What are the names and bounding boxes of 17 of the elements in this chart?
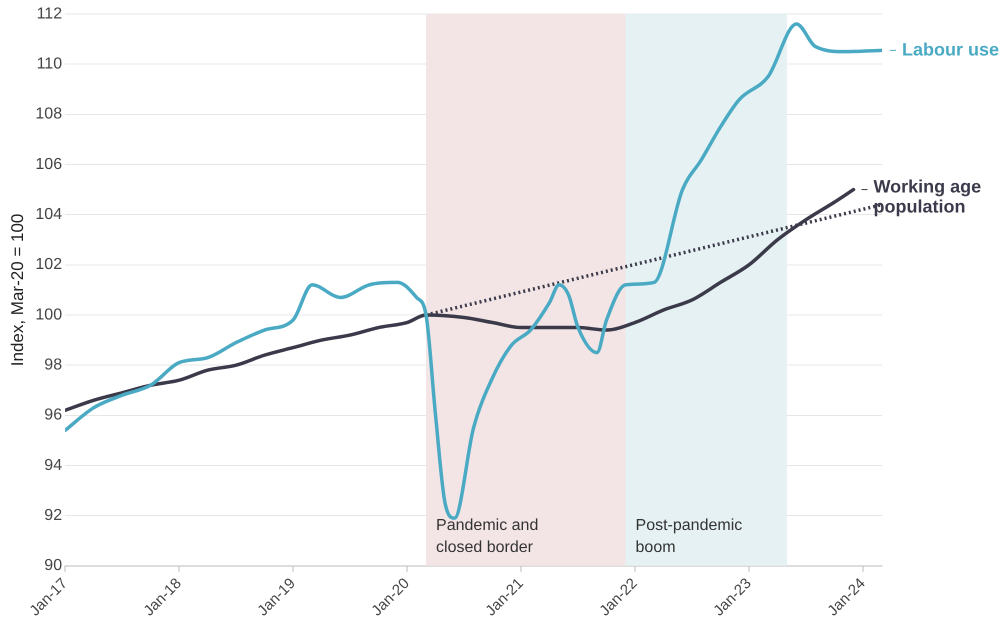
y-tick-label: 108 (35, 106, 62, 123)
band-label: Post-pandemic boom (636, 516, 742, 556)
y-tick-label: 94 (44, 456, 62, 474)
legend-label: Working age population (874, 176, 982, 217)
y-tick-label: 98 (44, 356, 62, 374)
y-tick-label: 112 (36, 5, 62, 22)
y-tick-label: 102 (35, 256, 62, 274)
y-tick-label: 104 (35, 206, 62, 224)
y-tick-label: 110 (36, 56, 62, 73)
y-tick-label: 92 (44, 507, 62, 524)
y-tick-label: 106 (35, 156, 62, 173)
y-tick-label: 96 (44, 406, 62, 424)
y-tick-label: 100 (35, 306, 62, 324)
band-label: Pandemic and closed border (436, 516, 538, 556)
y-tick-label: 90 (44, 557, 62, 574)
y-axis-title: Index, Mar-20 = 100 (8, 214, 27, 366)
legend-label: Labour use (902, 39, 1000, 60)
